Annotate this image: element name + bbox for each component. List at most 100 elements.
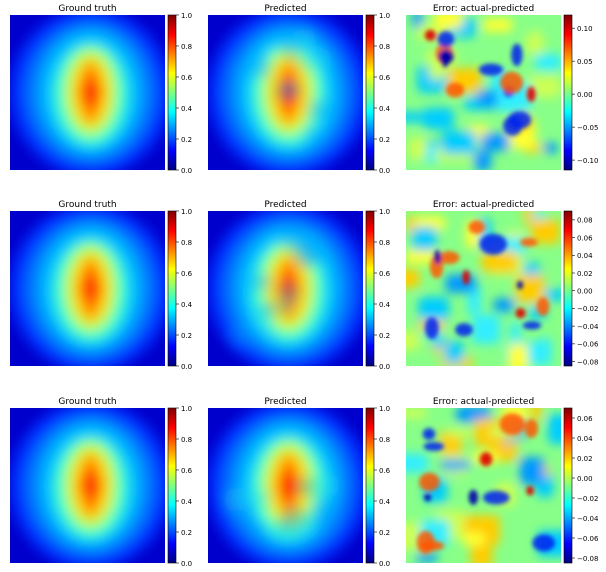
colorbar-tick-label: 0.4 (379, 105, 391, 113)
heatmap-panel: Ground truth 0.0 0.2 0.4 0.6 0.8 1.0 (10, 200, 193, 371)
heatmap-region (276, 299, 293, 316)
panel-title: Error: actual-predicted (433, 200, 534, 210)
heatmap-region (250, 57, 272, 78)
heatmap-region (414, 216, 446, 231)
colorbar-tick-label: 0.04 (577, 252, 593, 260)
heatmap-image (208, 408, 363, 563)
heatmap-region (468, 489, 479, 505)
heatmap-region (415, 552, 439, 563)
heatmap-region (297, 477, 317, 497)
colorbar (365, 407, 375, 564)
heatmap-region (470, 543, 493, 563)
panel-title: Error: actual-predicted (433, 397, 534, 407)
heatmap-region (228, 323, 253, 349)
panel-title: Ground truth (58, 397, 116, 407)
heatmap-region (439, 460, 471, 470)
colorbar-tick-label: 1.0 (181, 12, 192, 20)
heatmap-region (285, 81, 300, 97)
colorbar (365, 210, 375, 367)
heatmap-region (437, 31, 455, 48)
colorbar-tick-label: 1.0 (379, 12, 390, 20)
colorbar-tick-label: 0.4 (379, 301, 391, 309)
colorbar (563, 210, 573, 367)
heatmap-region (503, 115, 523, 136)
heatmap-region (264, 325, 279, 340)
heatmap-region (468, 220, 485, 234)
heatmap-region (419, 472, 440, 492)
colorbar-tick-label: 0.2 (181, 332, 192, 340)
heatmap-region (304, 126, 317, 139)
heatmap-region (422, 428, 436, 440)
heatmap-region (471, 314, 501, 344)
colorbar-tick-label: 0.6 (181, 270, 193, 278)
colorbar (167, 210, 177, 367)
heatmap-region (293, 239, 320, 265)
colorbar-tick-label: −0.08 (577, 555, 598, 563)
heatmap-region (515, 275, 545, 304)
colorbar-tick-label: 1.0 (379, 405, 390, 413)
heatmap-region (309, 47, 332, 70)
heatmap-region (455, 323, 473, 337)
heatmap-region (526, 31, 544, 55)
heatmap-region (462, 269, 470, 285)
heatmap-panel: Error: actual-predicted −0.08 −0.06 −0.04 −0… (406, 397, 599, 564)
heatmap-region (478, 63, 504, 76)
colorbar-tick-label: 0.06 (577, 234, 593, 242)
heatmap-region (519, 457, 545, 485)
colorbar-tick-label: −0.10 (577, 157, 598, 165)
heatmap-region (317, 475, 339, 496)
colorbar-tick-label: 0.8 (181, 239, 192, 247)
heatmap-region (530, 408, 542, 422)
colorbar-tick-label: −0.04 (577, 515, 599, 523)
colorbar-tick-label: −0.06 (577, 535, 599, 543)
heatmap-region (406, 453, 429, 473)
heatmap-region (260, 300, 277, 317)
colorbar-tick-label: 0.00 (577, 475, 593, 483)
heatmap-image (406, 211, 561, 366)
colorbar-tick-label: 0.0 (379, 167, 390, 175)
heatmap-region (432, 335, 445, 349)
heatmap-region (408, 136, 427, 160)
heatmap-region (534, 53, 561, 71)
heatmap-region (418, 296, 449, 322)
heatmap-region (422, 107, 454, 130)
heatmap-region (411, 226, 437, 251)
panel-title: Predicted (264, 4, 306, 14)
panel-title: Error: actual-predicted (433, 4, 534, 14)
heatmap-region (253, 489, 271, 507)
heatmap-region (493, 298, 515, 312)
colorbar-tick-label: 0.0 (379, 363, 390, 371)
colorbar-tick-label: −0.02 (577, 305, 598, 313)
heatmap-region (474, 151, 492, 170)
heatmap-region (547, 414, 561, 445)
heatmap-region (481, 132, 510, 152)
panel-title: Predicted (264, 200, 306, 210)
heatmap-region (481, 251, 517, 273)
colorbar-tick-label: −0.04 (577, 323, 599, 331)
heatmap-region (416, 530, 435, 554)
heatmap-peak (82, 265, 99, 312)
colorbar-tick-label: 1.0 (379, 208, 390, 216)
heatmap-region (479, 452, 493, 467)
colorbar-tick-label: 0.08 (577, 217, 593, 225)
heatmap-image (10, 15, 165, 170)
colorbar-tick-label: 0.8 (379, 436, 390, 444)
heatmap-region (441, 51, 449, 68)
colorbar (167, 14, 177, 171)
colorbar-tick-label: 0.6 (379, 74, 391, 82)
heatmap-region (517, 280, 524, 290)
heatmap-panel: Predicted 0.0 0.2 0.4 0.6 0.8 1.0 (208, 200, 391, 371)
heatmap-region (522, 321, 542, 330)
colorbar (563, 407, 573, 564)
panel-title: Predicted (264, 397, 306, 407)
heatmap-image (406, 408, 561, 563)
heatmap-region (251, 272, 271, 292)
heatmap-image (10, 408, 165, 563)
colorbar (167, 407, 177, 564)
colorbar-tick-label: 0.2 (181, 529, 192, 537)
heatmap-panel: Ground truth 0.0 0.2 0.4 0.6 0.8 1.0 (10, 397, 193, 568)
heatmap-region (526, 485, 534, 496)
heatmap-region (537, 337, 552, 366)
heatmap-region (232, 502, 256, 526)
